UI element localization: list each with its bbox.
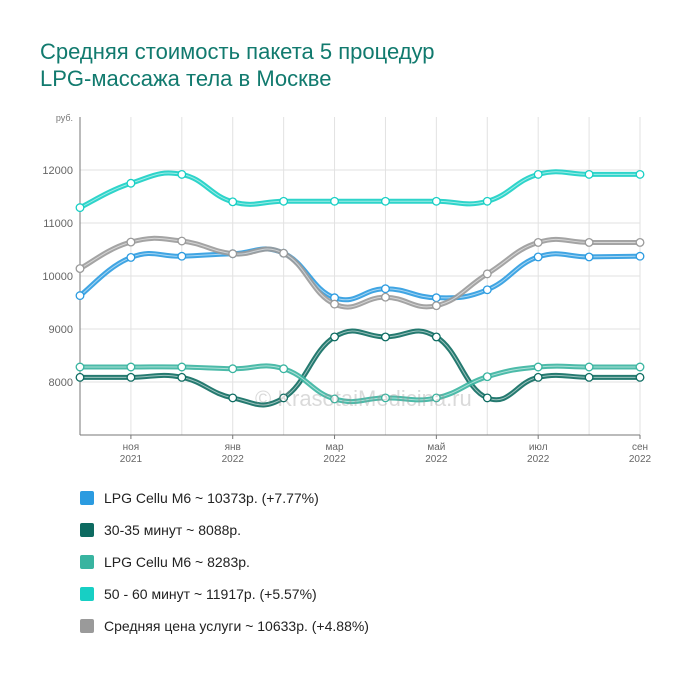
data-point-2: [75, 362, 85, 372]
data-point-3: [584, 169, 594, 179]
x-tick-label-year: 2022: [527, 454, 550, 465]
data-point-0: [126, 253, 136, 262]
data-point-0: [177, 251, 187, 261]
legend-swatch: [80, 523, 94, 537]
legend-item-2: LPG Cellu M6 ~ 8283р.: [80, 546, 640, 578]
y-unit-label: руб.: [56, 113, 73, 123]
data-point-3: [279, 196, 289, 206]
data-point-1: [533, 372, 543, 382]
legend-swatch: [80, 587, 94, 601]
data-point-4: [584, 238, 594, 247]
data-point-3: [228, 197, 238, 207]
data-point-3: [635, 169, 645, 179]
x-tick-label-year: 2022: [425, 454, 448, 465]
data-point-4: [177, 236, 187, 246]
data-point-4: [279, 248, 289, 258]
data-point-4: [431, 301, 441, 311]
data-point-0: [431, 293, 441, 303]
data-point-1: [431, 332, 441, 342]
series-line-highlight-2: [80, 365, 640, 403]
data-point-3: [533, 169, 543, 179]
legend-label: LPG Cellu M6 ~ 10373р. (+7.77%): [104, 490, 319, 506]
legend-item-3: 50 - 60 минут ~ 11917р. (+5.57%): [80, 578, 640, 610]
data-point-4: [533, 238, 543, 247]
data-point-4: [482, 269, 492, 279]
legend-label: 50 - 60 минут ~ 11917р. (+5.57%): [104, 586, 317, 602]
x-tick-label-month: янв: [225, 442, 241, 453]
data-point-1: [330, 332, 339, 342]
y-tick-label: 10000: [42, 271, 73, 283]
data-point-0: [635, 251, 645, 261]
data-point-2: [279, 364, 289, 374]
data-point-2: [584, 362, 594, 372]
data-point-1: [228, 393, 238, 403]
data-point-0: [381, 284, 390, 294]
legend-swatch: [80, 491, 94, 505]
data-point-0: [584, 252, 594, 262]
data-point-1: [75, 372, 85, 382]
data-point-4: [635, 238, 645, 247]
data-point-3: [482, 196, 492, 206]
x-tick-label-year: 2022: [323, 454, 346, 465]
data-point-3: [381, 196, 390, 206]
x-tick-label-month: май: [427, 442, 445, 453]
legend-label: 30-35 минут ~ 8088р.: [104, 522, 242, 538]
data-point-3: [126, 178, 136, 188]
x-tick-label-month: июл: [529, 442, 548, 453]
chart-title-line-1: Средняя стоимость пакета 5 процедур: [40, 39, 435, 64]
data-point-2: [381, 393, 390, 403]
data-point-3: [177, 169, 187, 179]
data-point-4: [381, 292, 390, 302]
data-point-3: [431, 196, 441, 206]
data-point-2: [482, 372, 492, 382]
legend-item-1: 30-35 минут ~ 8088р.: [80, 514, 640, 546]
legend-label: LPG Cellu M6 ~ 8283р.: [104, 554, 250, 570]
data-point-2: [635, 362, 645, 372]
x-tick-label-year: 2021: [120, 454, 143, 465]
legend-swatch: [80, 555, 94, 569]
y-tick-label: 8000: [49, 377, 73, 389]
data-point-1: [584, 372, 594, 382]
data-point-2: [126, 362, 136, 372]
series-line-2: [77, 363, 643, 405]
data-point-1: [177, 372, 187, 382]
x-tick-label-month: мар: [326, 442, 344, 453]
series-line-3: [77, 169, 643, 211]
y-tick-label: 9000: [49, 324, 73, 336]
data-point-1: [126, 372, 136, 382]
data-point-2: [533, 362, 543, 372]
x-tick-label-month: ноя: [123, 442, 140, 453]
legend-item-0: LPG Cellu M6 ~ 10373р. (+7.77%): [80, 482, 640, 514]
data-point-4: [330, 299, 339, 309]
legend-swatch: [80, 619, 94, 633]
chart-title: Средняя стоимость пакета 5 процедур LPG-…: [40, 38, 660, 92]
data-point-1: [279, 393, 289, 403]
chart-legend: LPG Cellu M6 ~ 10373р. (+7.77%) 30-35 мин…: [80, 482, 640, 642]
chart-title-line-2: LPG-массажа тела в Москве: [40, 66, 332, 91]
chart-plot: 80009000100001100012000руб.ноя2021янв202…: [42, 113, 652, 465]
data-point-4: [126, 237, 136, 247]
series-line-0: [77, 246, 643, 303]
legend-item-4: Средняя цена услуги ~ 10633р. (+4.88%): [80, 610, 640, 642]
data-point-4: [228, 249, 238, 259]
data-point-4: [75, 264, 85, 274]
data-point-0: [482, 285, 492, 295]
x-tick-label-year: 2022: [222, 454, 245, 465]
data-point-2: [228, 364, 238, 374]
x-tick-label-year: 2022: [629, 454, 652, 465]
data-point-0: [533, 252, 543, 262]
data-point-1: [381, 332, 390, 342]
data-point-1: [482, 393, 492, 403]
data-point-2: [177, 362, 187, 372]
legend-label: Средняя цена услуги ~ 10633р. (+4.88%): [104, 618, 369, 634]
data-point-2: [330, 394, 339, 404]
data-point-3: [75, 203, 85, 213]
y-tick-label: 12000: [42, 165, 73, 177]
x-tick-label-month: сен: [632, 442, 648, 453]
y-tick-label: 11000: [43, 218, 73, 230]
data-point-1: [635, 372, 645, 382]
data-point-2: [431, 393, 441, 403]
data-point-0: [75, 291, 85, 301]
data-point-3: [330, 196, 339, 206]
